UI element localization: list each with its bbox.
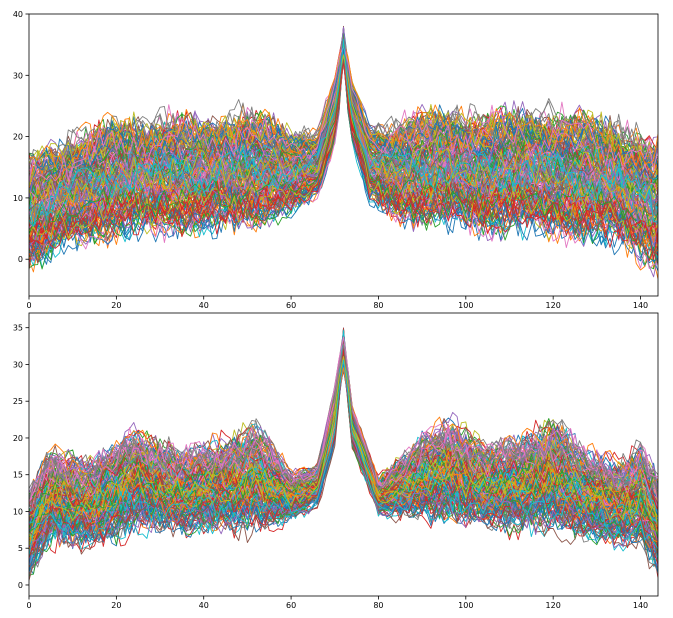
series-line — [29, 60, 658, 215]
y-tick-label: 30 — [13, 360, 23, 369]
x-tick-label: 140 — [633, 301, 648, 310]
x-tick-label: 20 — [111, 601, 121, 610]
series-line — [29, 359, 658, 556]
series-line — [29, 343, 658, 511]
x-tick-label: 0 — [26, 601, 31, 610]
chart-panel-bottom: 0 20 40 60 80 100 120 140 0 5 10 15 20 25 30 35 — [13, 312, 659, 610]
series-line — [29, 356, 658, 527]
plot-frame — [28, 312, 659, 597]
x-tick-label: 100 — [458, 301, 473, 310]
x-tick-label: 140 — [633, 601, 648, 610]
series-line — [29, 53, 658, 226]
y-tick-label: 0 — [18, 581, 23, 590]
y-tick-label: 30 — [13, 71, 23, 80]
series-line — [29, 25, 658, 270]
series-line — [29, 336, 658, 502]
y-tick-label: 10 — [13, 507, 23, 516]
x-tick-label: 80 — [373, 601, 383, 610]
y-tick-label: 35 — [13, 324, 23, 333]
y-tick-label: 0 — [18, 255, 23, 264]
y-tick-label: 40 — [13, 10, 23, 19]
chart-panel-top: 0 20 40 60 80 100 120 140 0 10 20 30 40 — [13, 10, 659, 310]
series-line — [29, 26, 658, 203]
x-tick-label: 40 — [199, 601, 209, 610]
y-tick-label: 10 — [13, 194, 23, 203]
series-lines — [29, 327, 658, 581]
y-tick-label: 20 — [13, 133, 23, 142]
x-tick-label: 60 — [286, 301, 296, 310]
series-line — [29, 348, 658, 565]
x-tick-label: 20 — [111, 301, 121, 310]
x-tick-label: 40 — [199, 301, 209, 310]
series-line — [29, 59, 658, 206]
y-tick-label: 5 — [18, 544, 23, 553]
y-tick-label: 25 — [13, 397, 23, 406]
plot-frame — [28, 13, 659, 297]
series-line — [29, 45, 658, 183]
series-lines — [29, 25, 658, 279]
x-tick-label: 80 — [373, 301, 383, 310]
x-tick-label: 120 — [546, 301, 561, 310]
x-tick-label: 100 — [458, 601, 473, 610]
x-tick-label: 60 — [286, 601, 296, 610]
series-line — [29, 328, 658, 541]
series-line — [29, 38, 658, 227]
x-tick-label: 0 — [26, 301, 31, 310]
y-tick-label: 20 — [13, 434, 23, 443]
series-line — [29, 40, 658, 227]
y-tick-label: 15 — [13, 471, 23, 480]
x-tick-label: 120 — [546, 601, 561, 610]
